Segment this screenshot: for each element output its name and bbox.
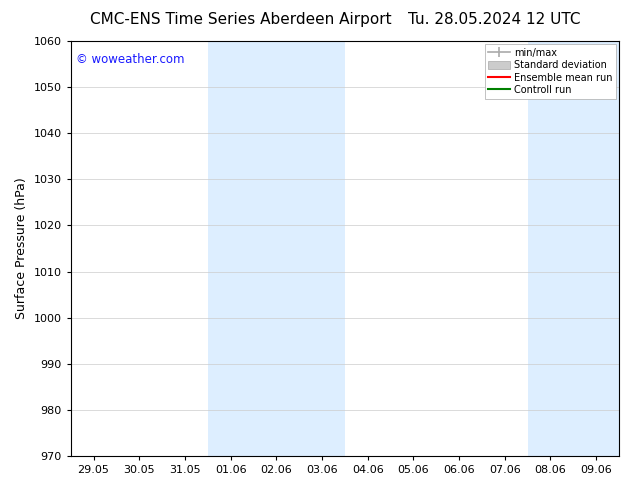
Bar xyxy=(527,41,619,456)
Text: Tu. 28.05.2024 12 UTC: Tu. 28.05.2024 12 UTC xyxy=(408,12,581,27)
Text: CMC-ENS Time Series Aberdeen Airport: CMC-ENS Time Series Aberdeen Airport xyxy=(90,12,392,27)
Bar xyxy=(208,41,345,456)
Legend: min/max, Standard deviation, Ensemble mean run, Controll run: min/max, Standard deviation, Ensemble me… xyxy=(484,44,616,99)
Y-axis label: Surface Pressure (hPa): Surface Pressure (hPa) xyxy=(15,178,28,319)
Text: © woweather.com: © woweather.com xyxy=(76,53,184,67)
